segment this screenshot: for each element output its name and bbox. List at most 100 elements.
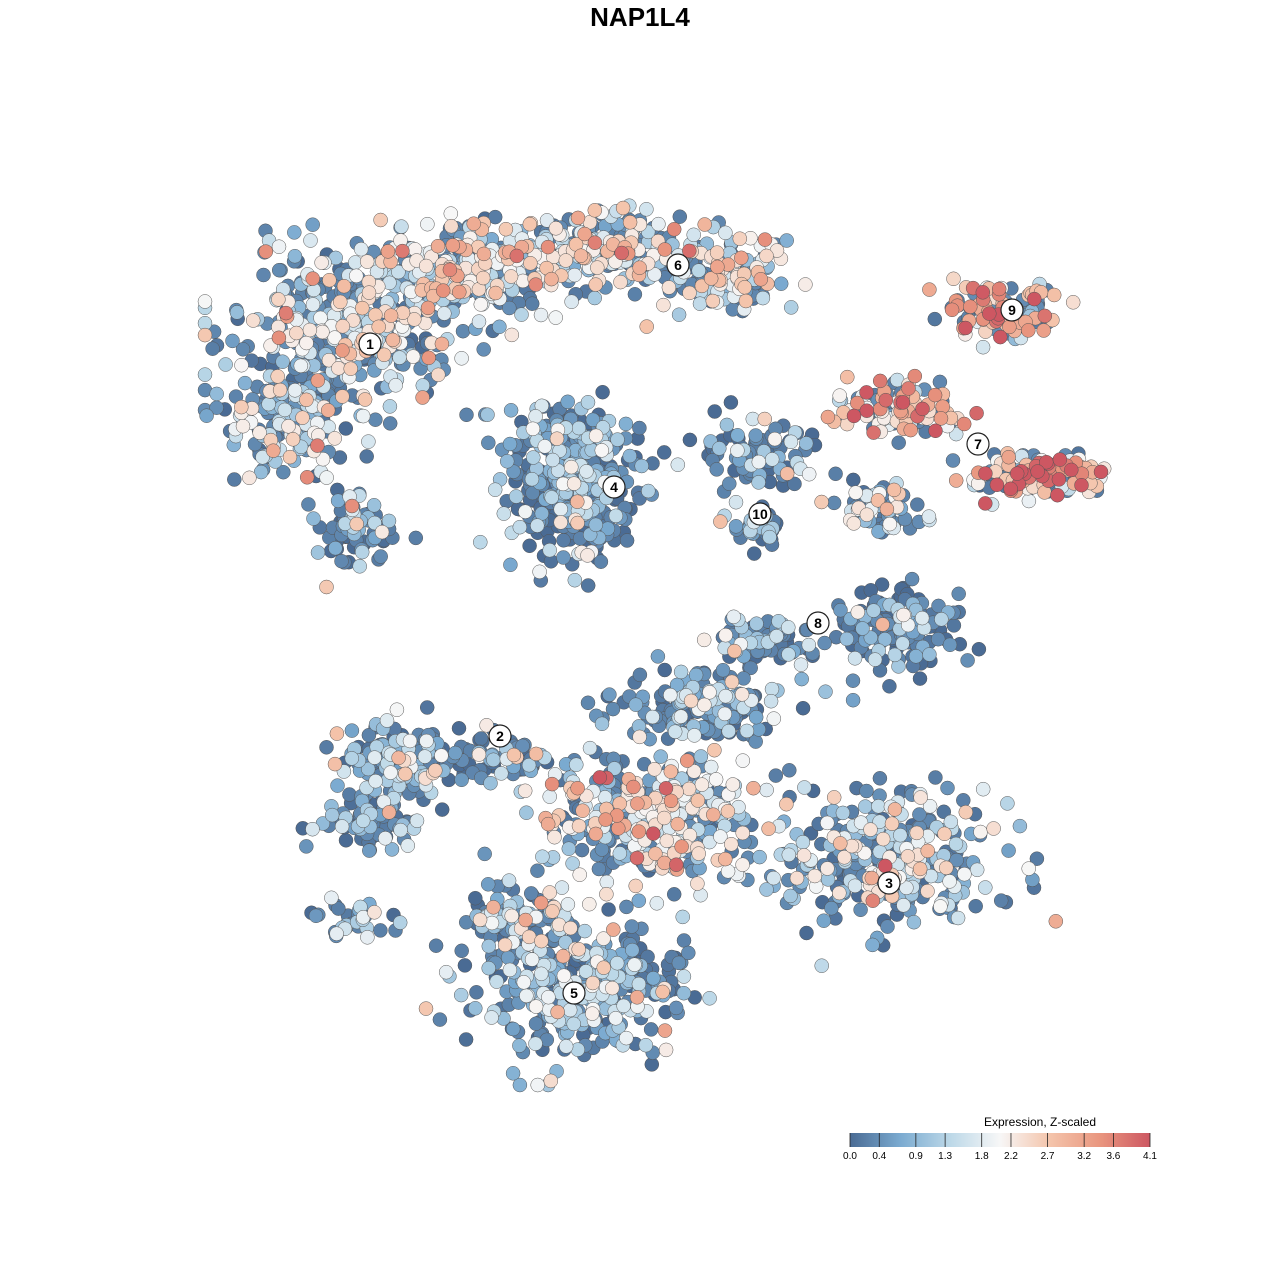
data-point <box>389 702 405 717</box>
data-point <box>702 685 717 700</box>
data-point <box>305 217 320 232</box>
legend-tick-label: 0.9 <box>909 1151 923 1162</box>
data-point <box>338 421 354 436</box>
data-point <box>393 822 408 838</box>
data-point <box>846 516 862 531</box>
data-point <box>878 392 894 408</box>
data-point <box>235 418 251 434</box>
data-point <box>484 1010 499 1025</box>
data-point <box>663 793 679 809</box>
data-point <box>659 833 675 849</box>
data-point <box>556 533 571 548</box>
data-point <box>646 826 661 841</box>
cluster-label-7: 7 <box>966 432 990 456</box>
data-point <box>209 386 224 402</box>
data-point <box>957 866 972 882</box>
data-point <box>349 516 364 532</box>
data-point <box>360 930 375 945</box>
data-point <box>958 804 974 820</box>
data-point <box>519 988 534 1004</box>
data-point <box>779 466 795 481</box>
data-point <box>673 709 689 724</box>
data-point <box>353 241 369 257</box>
data-point <box>549 431 565 446</box>
data-point <box>709 245 725 260</box>
data-point <box>486 752 501 768</box>
cluster-label-text: 6 <box>674 257 682 273</box>
data-point <box>293 358 309 374</box>
data-point <box>395 305 411 320</box>
data-point <box>781 647 796 662</box>
data-point <box>956 416 972 432</box>
data-point <box>548 310 563 325</box>
data-point <box>437 306 452 321</box>
data-point <box>864 870 880 886</box>
data-point <box>420 216 435 232</box>
data-point <box>566 476 582 491</box>
data-point <box>686 227 701 243</box>
data-point <box>877 858 893 874</box>
data-point <box>382 399 398 414</box>
data-point <box>299 839 314 854</box>
data-point <box>900 849 916 864</box>
data-point <box>428 763 443 778</box>
data-point <box>303 233 318 248</box>
data-point <box>564 294 579 309</box>
data-point <box>588 517 604 533</box>
data-point <box>795 700 811 716</box>
data-point <box>580 395 596 410</box>
data-point <box>840 369 855 385</box>
data-point <box>1030 464 1045 479</box>
data-point <box>530 518 545 533</box>
data-point <box>434 802 450 817</box>
legend-tick-label: 3.2 <box>1077 1151 1091 1162</box>
data-point <box>419 733 434 749</box>
data-point <box>880 919 895 934</box>
data-point <box>949 852 964 868</box>
data-point <box>817 635 832 651</box>
data-point <box>859 403 875 418</box>
data-point <box>781 847 797 863</box>
data-point <box>631 976 647 992</box>
data-point <box>875 617 890 632</box>
data-point <box>725 777 741 792</box>
data-point <box>752 849 767 865</box>
data-point <box>668 1000 684 1016</box>
data-point <box>553 515 568 530</box>
data-point <box>706 807 721 822</box>
points-layer <box>197 198 1112 1093</box>
data-point <box>614 245 629 261</box>
data-point <box>373 923 388 938</box>
data-point <box>739 723 755 739</box>
data-point <box>676 985 692 1001</box>
data-point <box>933 411 949 426</box>
data-point <box>310 545 326 560</box>
cluster-label-text: 8 <box>814 615 822 631</box>
data-point <box>759 882 774 897</box>
data-point <box>887 802 903 817</box>
data-point <box>543 1073 559 1089</box>
data-point <box>567 572 583 588</box>
legend-tick-label: 1.8 <box>975 1151 989 1162</box>
data-point <box>471 747 487 762</box>
data-point <box>515 738 530 754</box>
data-point <box>548 221 564 236</box>
data-point <box>884 816 900 831</box>
data-point <box>368 412 383 427</box>
data-point <box>646 971 661 986</box>
data-point <box>383 765 398 780</box>
data-point <box>550 1004 565 1020</box>
data-point <box>344 723 360 738</box>
data-point <box>1093 464 1109 480</box>
data-point <box>352 559 367 574</box>
data-point <box>468 1001 483 1016</box>
data-point <box>385 332 401 348</box>
data-point <box>1029 851 1045 866</box>
data-point <box>879 501 895 517</box>
data-point <box>314 255 329 270</box>
data-point <box>570 494 585 509</box>
data-point <box>628 878 643 894</box>
data-point <box>820 815 835 831</box>
data-point <box>629 850 645 866</box>
data-point <box>270 369 285 384</box>
